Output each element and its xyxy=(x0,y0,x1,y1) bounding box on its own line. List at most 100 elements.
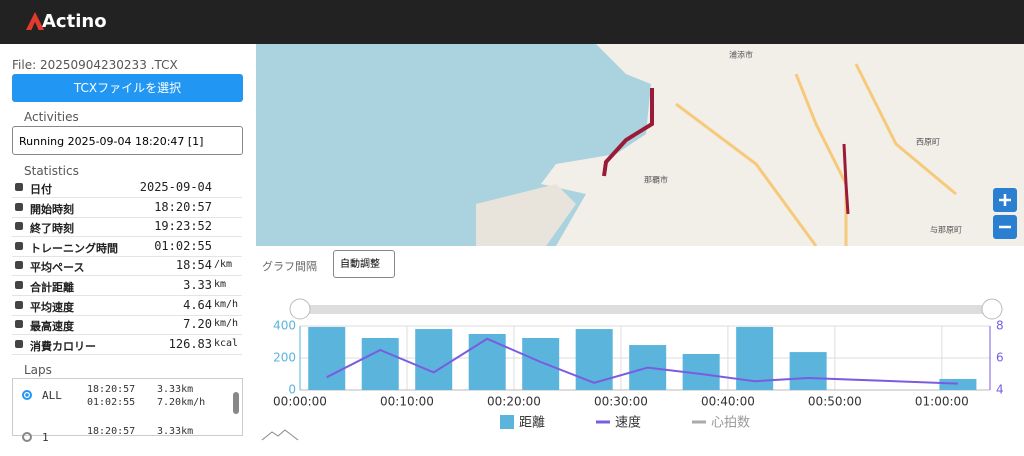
elevation-icon xyxy=(261,429,299,441)
activity-select[interactable]: Running 2025-09-04 18:20:47 [1] xyxy=(12,126,243,155)
logo: Actino xyxy=(42,11,107,32)
y-tick-label: 400 xyxy=(273,319,296,333)
stat-label: 日付 xyxy=(30,183,52,196)
lap-distance: 3.33km xyxy=(157,426,194,437)
y2-tick-label: 8 xyxy=(996,319,1004,333)
lap-start: 18:20:57 xyxy=(87,384,136,395)
legend-swatch xyxy=(500,415,514,429)
x-tick-label: 01:00:00 xyxy=(915,395,969,409)
lap-speed: 7.20km/h xyxy=(157,397,206,408)
stat-icon xyxy=(15,320,23,329)
lap-row: ALL 18:20:57 3.33km 01:02:55 7.20km/h xyxy=(12,380,230,414)
bar xyxy=(682,354,720,390)
range-handle[interactable] xyxy=(981,298,1003,320)
zoom-in-icon xyxy=(999,194,1011,206)
bar xyxy=(736,326,774,390)
map-label: 浦添市 xyxy=(729,50,753,60)
stat-label: 終了時刻 xyxy=(30,222,74,236)
stat-value: 18:20:57 xyxy=(154,199,212,214)
stat-label: トレーニング時間 xyxy=(30,241,118,255)
map-label: 西原町 xyxy=(916,138,940,147)
bar xyxy=(308,326,346,390)
bar xyxy=(629,345,667,390)
range-handle[interactable] xyxy=(289,298,311,320)
stat-label: 開始時刻 xyxy=(30,202,74,216)
x-tick-label: 00:40:00 xyxy=(701,395,755,409)
stat-value: 3.33 xyxy=(183,278,212,292)
map-label: 那覇市 xyxy=(644,175,668,185)
stat-row: 最高速度 7.20 km/h xyxy=(12,315,242,336)
stat-row: 平均ペース 18:54/km xyxy=(12,256,242,277)
bar xyxy=(415,329,453,390)
stat-icon xyxy=(15,281,23,289)
stat-value: 2025-09-04 xyxy=(139,180,212,194)
stat-value: 4.64 xyxy=(183,297,212,312)
stat-row: トレーニング時間 01:02:55 xyxy=(12,237,242,257)
stat-label: 平均ペース xyxy=(30,261,85,275)
stat-label: 合計距離 xyxy=(30,281,74,294)
activities-label: Activities xyxy=(24,110,79,124)
lap-start: 18:20:57 xyxy=(87,426,136,437)
bar xyxy=(939,378,977,390)
stat-icon xyxy=(15,183,23,191)
x-tick-label: 00:50:00 xyxy=(808,395,862,409)
y2-tick-label: 6 xyxy=(996,351,1004,365)
stat-icon xyxy=(15,202,23,211)
stat-label: 平均速度 xyxy=(30,300,74,314)
lap-radio xyxy=(22,390,32,400)
stat-unit: km/h xyxy=(214,318,239,330)
bar xyxy=(575,329,613,390)
stat-row: 日付 2025-09-04 xyxy=(12,178,242,198)
bar xyxy=(789,352,827,390)
stat-row: 終了時刻 19:23:52 xyxy=(12,217,242,238)
laps-box xyxy=(12,378,243,436)
stat-value: 126.83 xyxy=(168,336,212,351)
stat-icon xyxy=(15,261,23,270)
stat-value: 7.20 xyxy=(183,317,212,332)
roads xyxy=(675,63,957,246)
stat-icon xyxy=(15,339,23,348)
stat-row: 消費カロリー 126.83 kcal xyxy=(12,335,242,355)
sidebar: File: 20250904230233 .TCX TCXファイルを選択 Act… xyxy=(0,44,256,447)
route xyxy=(842,143,850,215)
stat-label: 最高速度 xyxy=(30,320,74,334)
legend-label: 距離 xyxy=(519,416,545,431)
stat-unit: kcal xyxy=(214,337,239,349)
stat-value: 01:02:55 xyxy=(154,238,212,253)
lap-name: 1 xyxy=(42,431,49,444)
stat-label: 消費カロリー xyxy=(30,339,96,353)
interval-label: グラフ間隔 xyxy=(262,260,317,273)
bar xyxy=(468,334,506,390)
lap-name: ALL xyxy=(42,389,62,402)
land xyxy=(541,44,1024,246)
y-tick-label: 0 xyxy=(288,383,296,397)
header: Actino xyxy=(0,0,1024,44)
stat-value: 19:23:52 xyxy=(154,219,212,234)
legend-label: 心拍数 xyxy=(711,416,750,431)
stat-row: 合計距離 3.33 km xyxy=(12,276,242,296)
stat-unit: km xyxy=(214,279,227,290)
stat-unit: /km xyxy=(214,259,233,271)
lap-radio xyxy=(22,432,32,442)
bar xyxy=(522,338,560,390)
stat-value: 18:54 xyxy=(175,258,212,273)
stat-unit: km/h xyxy=(214,298,239,310)
range-track xyxy=(300,305,992,314)
statistics-label: Statistics xyxy=(24,164,79,178)
stat-row: 平均速度 4.64 km/h xyxy=(12,296,242,316)
legend-label: 速度 xyxy=(615,415,641,431)
x-tick-label: 00:10:00 xyxy=(380,395,434,409)
lap-distance: 3.33km xyxy=(157,384,194,395)
stat-icon xyxy=(15,222,23,231)
x-tick-label: 00:30:00 xyxy=(594,395,648,409)
line xyxy=(326,337,958,385)
file-button[interactable]: TCXファイルを選択 xyxy=(12,74,243,102)
y2-tick-label: 4 xyxy=(996,383,1004,397)
interval-select[interactable]: 自動調整 xyxy=(333,250,395,278)
x-tick-label: 00:20:00 xyxy=(487,395,541,409)
y-tick-label: 200 xyxy=(273,351,296,365)
route xyxy=(602,88,654,177)
lap-row: 1 18:20:57 3.33km xyxy=(12,422,230,456)
